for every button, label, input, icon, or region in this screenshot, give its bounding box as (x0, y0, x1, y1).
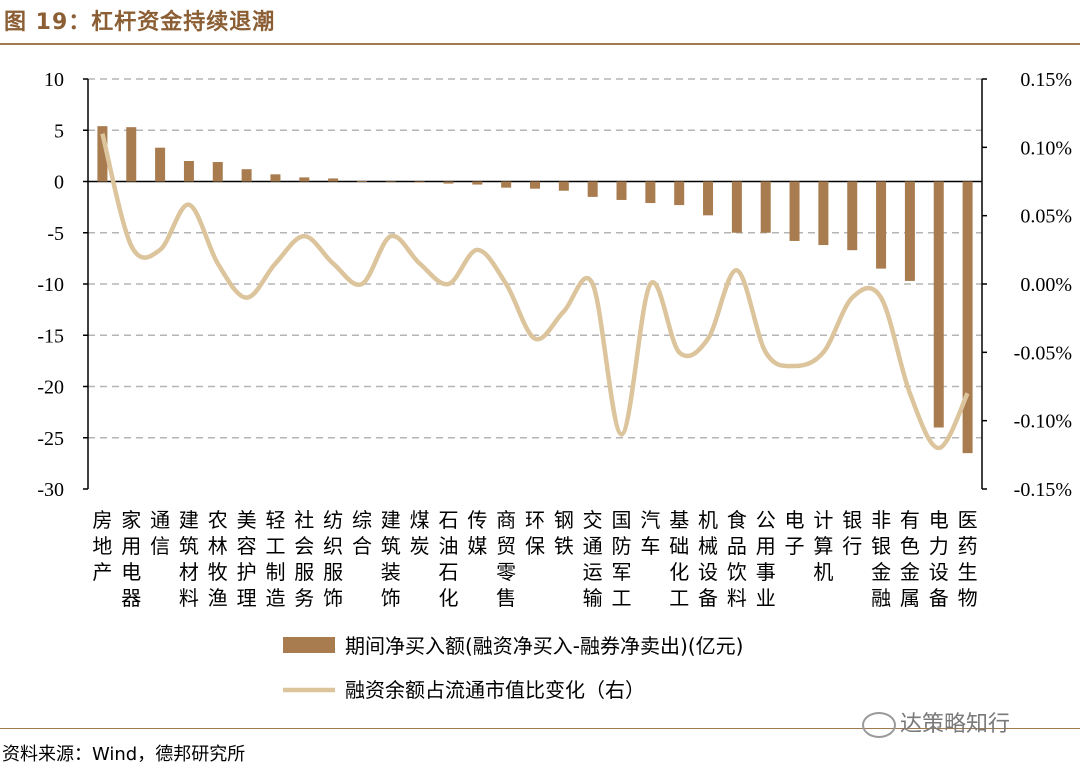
source-note: 资料来源：Wind，德邦研究所 (2, 744, 246, 765)
x-tick-label: 综合 (352, 508, 372, 558)
x-tick-label: 商贸零售 (496, 508, 516, 610)
x-tick-label: 传媒 (467, 508, 487, 558)
y-tick-labels: 10 5 0 -5 -10 -15 -20 -25 -30 (37, 69, 64, 501)
x-tick-label: 社会服务 (294, 508, 314, 610)
x-tick-labels: 房地产家用电器通信建筑材料农林牧渔美容护理轻工制造社会服务纺织服饰综合建筑装饰煤… (92, 508, 977, 610)
bar (789, 181, 800, 241)
gridlines (88, 78, 982, 439)
x-tick-label: 银行 (842, 508, 862, 558)
x-tick-label: 交通运输 (583, 508, 603, 610)
x-tick-label: 基础化工 (669, 508, 689, 610)
x-tick-label: 食品饮料 (727, 508, 747, 610)
bar (558, 181, 569, 191)
watermark: 达策略知行 (862, 706, 1010, 738)
y2-tick-label: -0.15% (1014, 479, 1072, 501)
bar (270, 174, 281, 182)
x-tick-label: 汽车 (640, 508, 660, 558)
bar (97, 126, 108, 182)
figure-title: 图 19：杠杆资金持续退潮 (4, 10, 276, 35)
bar (183, 161, 194, 182)
bar (847, 181, 858, 251)
y2-tick-label: -0.10% (1014, 411, 1072, 433)
y2-tick-label: 0.00% (1020, 274, 1072, 296)
bar (501, 181, 512, 188)
bar (760, 181, 771, 233)
bar (212, 162, 223, 182)
bar (155, 147, 166, 182)
y-tick-label: -20 (37, 377, 64, 399)
bar (126, 127, 137, 182)
x-tick-label: 房地产 (92, 508, 112, 584)
bar (356, 180, 367, 182)
bar (904, 181, 915, 281)
y-tick-label: 0 (54, 172, 64, 194)
y2-tick-label: 0.15% (1020, 69, 1072, 91)
bar (703, 181, 714, 216)
bar (933, 181, 944, 428)
legend-swatch-bar (283, 637, 335, 653)
y2-tick-labels: 0.15% 0.10% 0.05% 0.00% -0.05% -0.10% -0.15% (1014, 69, 1072, 501)
y-tick-label: -10 (37, 274, 64, 296)
y-tick-label: -5 (47, 223, 64, 245)
y-tick-label: -25 (37, 428, 64, 450)
bar (674, 181, 685, 206)
x-tick-label: 石油石化 (438, 508, 458, 610)
y-tick-label: -30 (37, 479, 64, 501)
y2-tick-label: 0.05% (1020, 206, 1072, 228)
x-tick-label: 通信 (150, 508, 170, 558)
x-tick-label: 医药生物 (958, 508, 978, 610)
bar (530, 181, 540, 189)
bar-series (97, 126, 973, 454)
bar (385, 181, 396, 183)
x-tick-label: 电力设备 (929, 508, 949, 610)
chart: 房地产家用电器通信建筑材料农林牧渔美容护理轻工制造社会服务纺织服饰综合建筑装饰煤… (37, 69, 1072, 700)
line-series (100, 133, 970, 451)
x-tick-label: 环保 (525, 508, 545, 558)
x-tick-label: 建筑材料 (179, 508, 199, 610)
bottom-rule (0, 728, 1080, 729)
x-tick-label: 非银金融 (871, 508, 891, 610)
bar (299, 177, 310, 182)
legend-label-line: 融资余额占流通市值比变化（右） (345, 678, 645, 700)
x-tick-label: 钢铁 (554, 508, 574, 558)
bar (443, 181, 454, 184)
x-tick-label: 纺织服饰 (323, 508, 343, 610)
x-tick-label: 建筑装饰 (381, 508, 401, 610)
bar (962, 181, 973, 454)
bar (241, 169, 252, 182)
watermark-text: 达策略知行 (900, 712, 1011, 737)
x-tick-label: 煤炭 (410, 508, 430, 558)
bar (328, 178, 339, 182)
x-tick-label: 家用电器 (121, 508, 141, 610)
bar (414, 181, 425, 183)
x-tick-label: 有色金属 (900, 508, 920, 610)
x-tick-label: 美容护理 (237, 508, 257, 610)
y2-tick-label: 0.10% (1020, 137, 1072, 159)
bar (876, 181, 887, 269)
bar (616, 181, 627, 200)
x-tick-label: 农林牧渔 (208, 508, 228, 610)
bar (472, 181, 483, 185)
wechat-icon (862, 712, 896, 738)
x-tick-label: 国防军工 (612, 508, 632, 610)
legend: 期间净买入额(融资净买入-融券净卖出)(亿元) 融资余额占流通市值比变化（右） (283, 634, 743, 700)
top-rule (0, 43, 1080, 45)
bar (818, 181, 829, 246)
x-tick-label: 机械设备 (698, 508, 718, 610)
x-tick-label: 轻工制造 (265, 508, 285, 610)
bar (731, 181, 742, 233)
y-tick-label: 10 (44, 69, 64, 91)
y-tick-label: 5 (54, 120, 64, 142)
x-tick-label: 电子 (785, 508, 805, 558)
legend-label-bar: 期间净买入额(融资净买入-融券净卖出)(亿元) (345, 634, 743, 658)
y2-tick-label: -0.05% (1014, 342, 1072, 364)
x-tick-label: 计算机 (813, 508, 833, 584)
y-tick-label: -15 (37, 325, 64, 347)
bar (587, 181, 598, 197)
bar (645, 181, 656, 204)
line-path (100, 133, 970, 451)
x-tick-label: 公用事业 (756, 508, 776, 610)
